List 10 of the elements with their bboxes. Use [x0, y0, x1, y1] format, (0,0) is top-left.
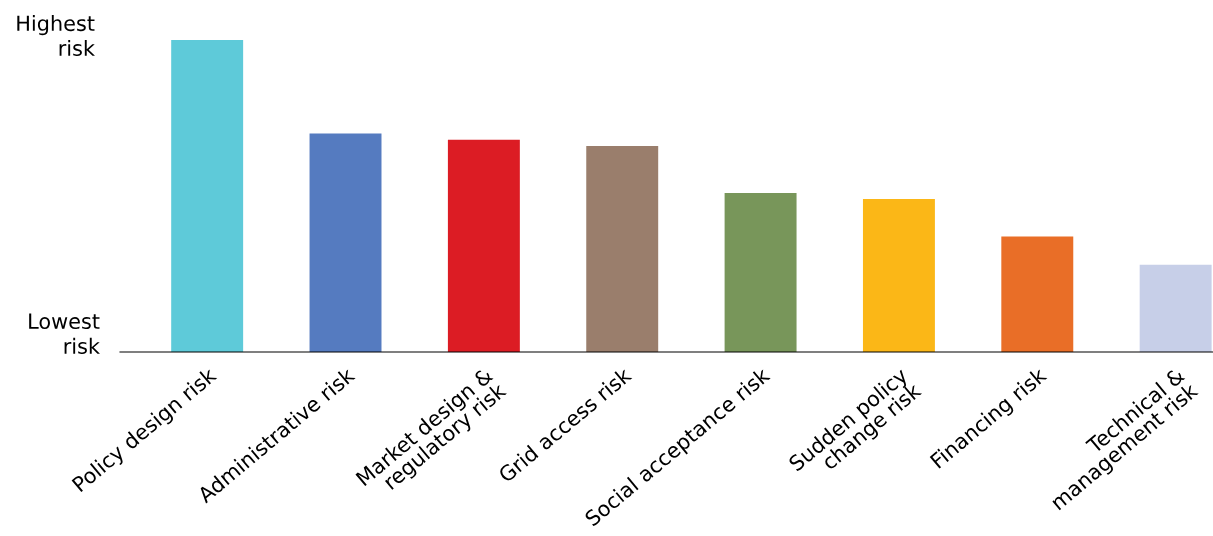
- bar: [171, 40, 244, 352]
- bar: [862, 199, 935, 352]
- bar: [1139, 264, 1212, 352]
- text: Lowest risk: [29, 313, 100, 354]
- bar: [447, 139, 520, 352]
- bar: [586, 146, 659, 352]
- text: Highest risk: [17, 15, 95, 57]
- bar: [1001, 236, 1074, 352]
- bar: [309, 133, 382, 352]
- bar: [724, 192, 797, 352]
